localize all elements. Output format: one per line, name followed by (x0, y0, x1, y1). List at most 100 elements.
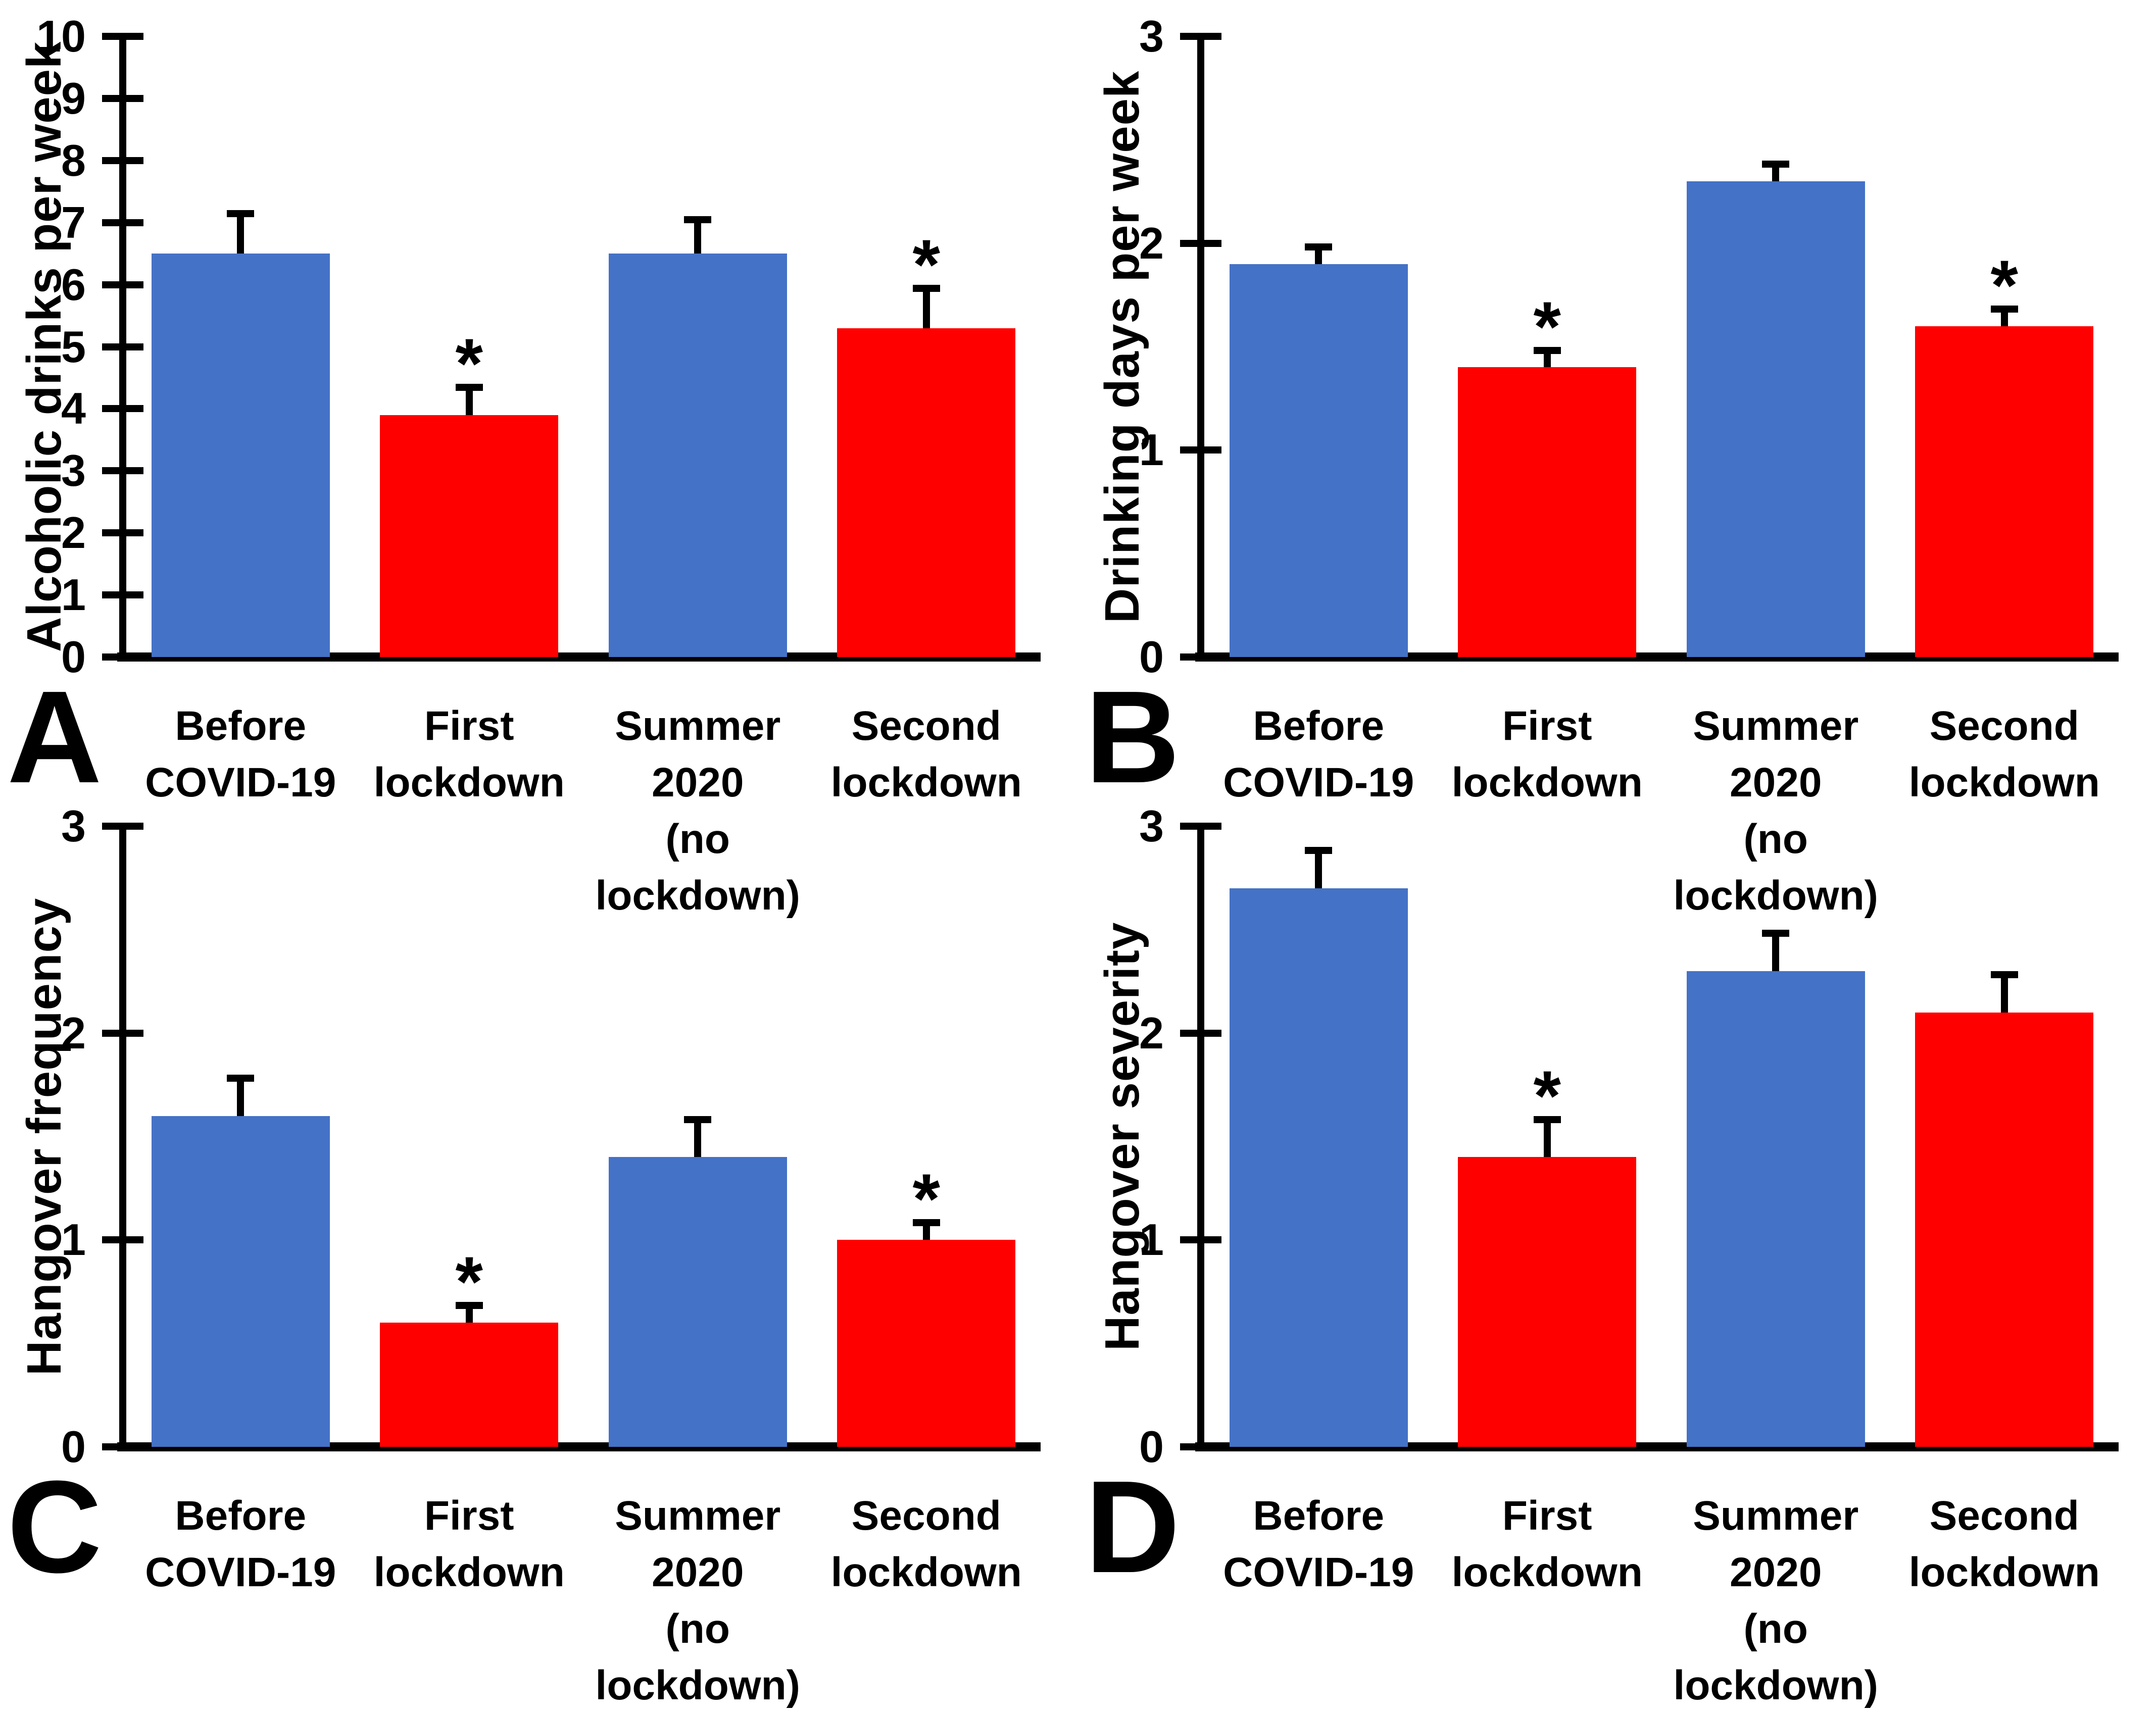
error-bar-cap (1762, 929, 1790, 937)
y-tick-label: 2 (61, 508, 86, 558)
bar (380, 1323, 559, 1447)
panel-letter: A (7, 664, 102, 811)
significance-asterisk: * (455, 324, 483, 404)
plot-area: 0 1 2 3 * * (1139, 11, 2119, 682)
y-tick-label: 1 (1139, 1215, 1164, 1265)
y-tick-mark (1180, 653, 1221, 661)
y-tick-label: 1 (61, 570, 86, 620)
y-tick-mark (102, 823, 143, 830)
y-tick-mark (102, 405, 143, 413)
bar (151, 1116, 330, 1447)
y-tick-mark (102, 467, 143, 475)
error-bar-line (922, 284, 930, 328)
error-bar-cap (455, 1302, 483, 1309)
y-tick-label: 3 (1139, 801, 1164, 851)
panel-a: Alcoholic drinks per week 0 1 2 3 4 5 6 7 8 9 10 * *… (0, 0, 1078, 919)
x-category-label: First lockdown (373, 1493, 565, 1595)
y-tick-mark (102, 1029, 143, 1037)
y-axis-line (1197, 823, 1204, 1451)
y-tick-label: 0 (61, 1422, 86, 1472)
bar (380, 415, 559, 657)
x-category-label: Before COVID-19 (1223, 703, 1414, 805)
error-bar-cap (455, 384, 483, 391)
y-tick-mark (102, 653, 143, 661)
x-axis-line (117, 652, 1041, 662)
error-bar-line (465, 384, 473, 415)
x-category-label: Summer 2020 (no lockdown) (1673, 703, 1878, 919)
y-tick-label: 1 (61, 1215, 86, 1265)
bar (608, 1157, 787, 1447)
x-axis-line (117, 1442, 1041, 1451)
bar (1458, 1157, 1637, 1447)
panel-c: Hangover frequency 0 1 2 3 * * Before COVID-1… (0, 790, 1078, 1708)
y-tick-label: 7 (61, 197, 86, 247)
x-category-label: Before COVID-19 (145, 1493, 336, 1595)
significance-asterisk: * (912, 224, 940, 304)
error-bar-cap (227, 210, 255, 218)
x-category-label: Before COVID-19 (145, 703, 336, 805)
bar (1229, 888, 1408, 1447)
y-tick-mark (1180, 823, 1221, 830)
y-tick-label: 0 (1139, 1422, 1164, 1472)
y-tick-label: 2 (1139, 1007, 1164, 1058)
bar (837, 328, 1016, 657)
y-tick-mark (102, 219, 143, 226)
error-bar-line (237, 1074, 244, 1116)
y-tick-mark (102, 1443, 143, 1450)
y-tick-label: 10 (36, 11, 86, 61)
error-bar-cap (1990, 971, 2018, 978)
panel-letter: B (1085, 664, 1180, 811)
error-bar-cap (1305, 243, 1333, 250)
y-axis-label: Drinking days per week (1095, 70, 1149, 623)
plot-area: 0 1 2 3 4 5 6 7 8 9 10 * * (36, 11, 1041, 682)
error-bar-cap (1762, 160, 1790, 168)
bar (837, 1240, 1016, 1447)
bar (1229, 264, 1408, 657)
x-category-label: Second lockdown (1908, 1493, 2100, 1595)
x-category-label: First lockdown (1451, 703, 1643, 805)
significance-asterisk: * (912, 1159, 940, 1239)
y-tick-mark (1180, 1236, 1221, 1244)
error-bar-cap (684, 216, 712, 224)
panel-b: Drinking days per week 0 1 2 3 * * Before COV… (1078, 0, 2156, 919)
y-tick-mark (102, 157, 143, 164)
y-tick-label: 9 (61, 73, 86, 123)
x-category-label: First lockdown (373, 703, 565, 805)
error-bar-line (1772, 929, 1780, 971)
x-category-label: Summer 2020 (no lockdown) (595, 703, 800, 919)
error-bar-cap (912, 284, 940, 292)
significance-asterisk: * (455, 1242, 483, 1322)
x-axis-labels: Before COVID-19 First lockdown Summer 2020… (126, 1488, 1041, 1714)
y-tick-label: 3 (61, 445, 86, 496)
y-tick-label: 4 (61, 383, 86, 434)
error-bar-cap (912, 1219, 940, 1227)
y-axis-label: Hangover severity (1095, 922, 1149, 1351)
x-axis-labels: Before COVID-19 First lockdown Summer 2020… (126, 698, 1041, 924)
y-tick-mark (102, 343, 143, 350)
x-category-label: Summer 2020 (no lockdown) (1673, 1493, 1878, 1708)
y-tick-label: 2 (61, 1007, 86, 1058)
y-tick-mark (102, 281, 143, 288)
x-category-label: Second lockdown (1908, 703, 2100, 805)
y-axis-line (119, 823, 126, 1451)
error-bar-cap (1305, 846, 1333, 854)
y-tick-label: 0 (61, 632, 86, 682)
panel-letter: D (1085, 1454, 1180, 1600)
significance-asterisk: * (1533, 1055, 1561, 1135)
y-tick-label: 3 (61, 801, 86, 851)
bar (608, 254, 787, 657)
y-tick-mark (102, 1236, 143, 1244)
x-category-label: First lockdown (1451, 1493, 1643, 1595)
y-tick-mark (102, 94, 143, 102)
x-axis-line (1195, 1442, 2119, 1451)
x-category-label: Before COVID-19 (1223, 1493, 1414, 1595)
error-bar-cap (1533, 346, 1561, 354)
error-bar-line (2000, 971, 2008, 1013)
y-tick-label: 0 (1139, 632, 1164, 682)
error-bar-cap (1990, 305, 2018, 313)
x-category-label: Second lockdown (830, 1493, 1022, 1595)
x-category-label: Summer 2020 (no lockdown) (595, 1493, 800, 1708)
x-axis-labels: Before COVID-19 First lockdown Summer 2020… (1204, 698, 2119, 924)
y-tick-mark (1180, 239, 1221, 247)
